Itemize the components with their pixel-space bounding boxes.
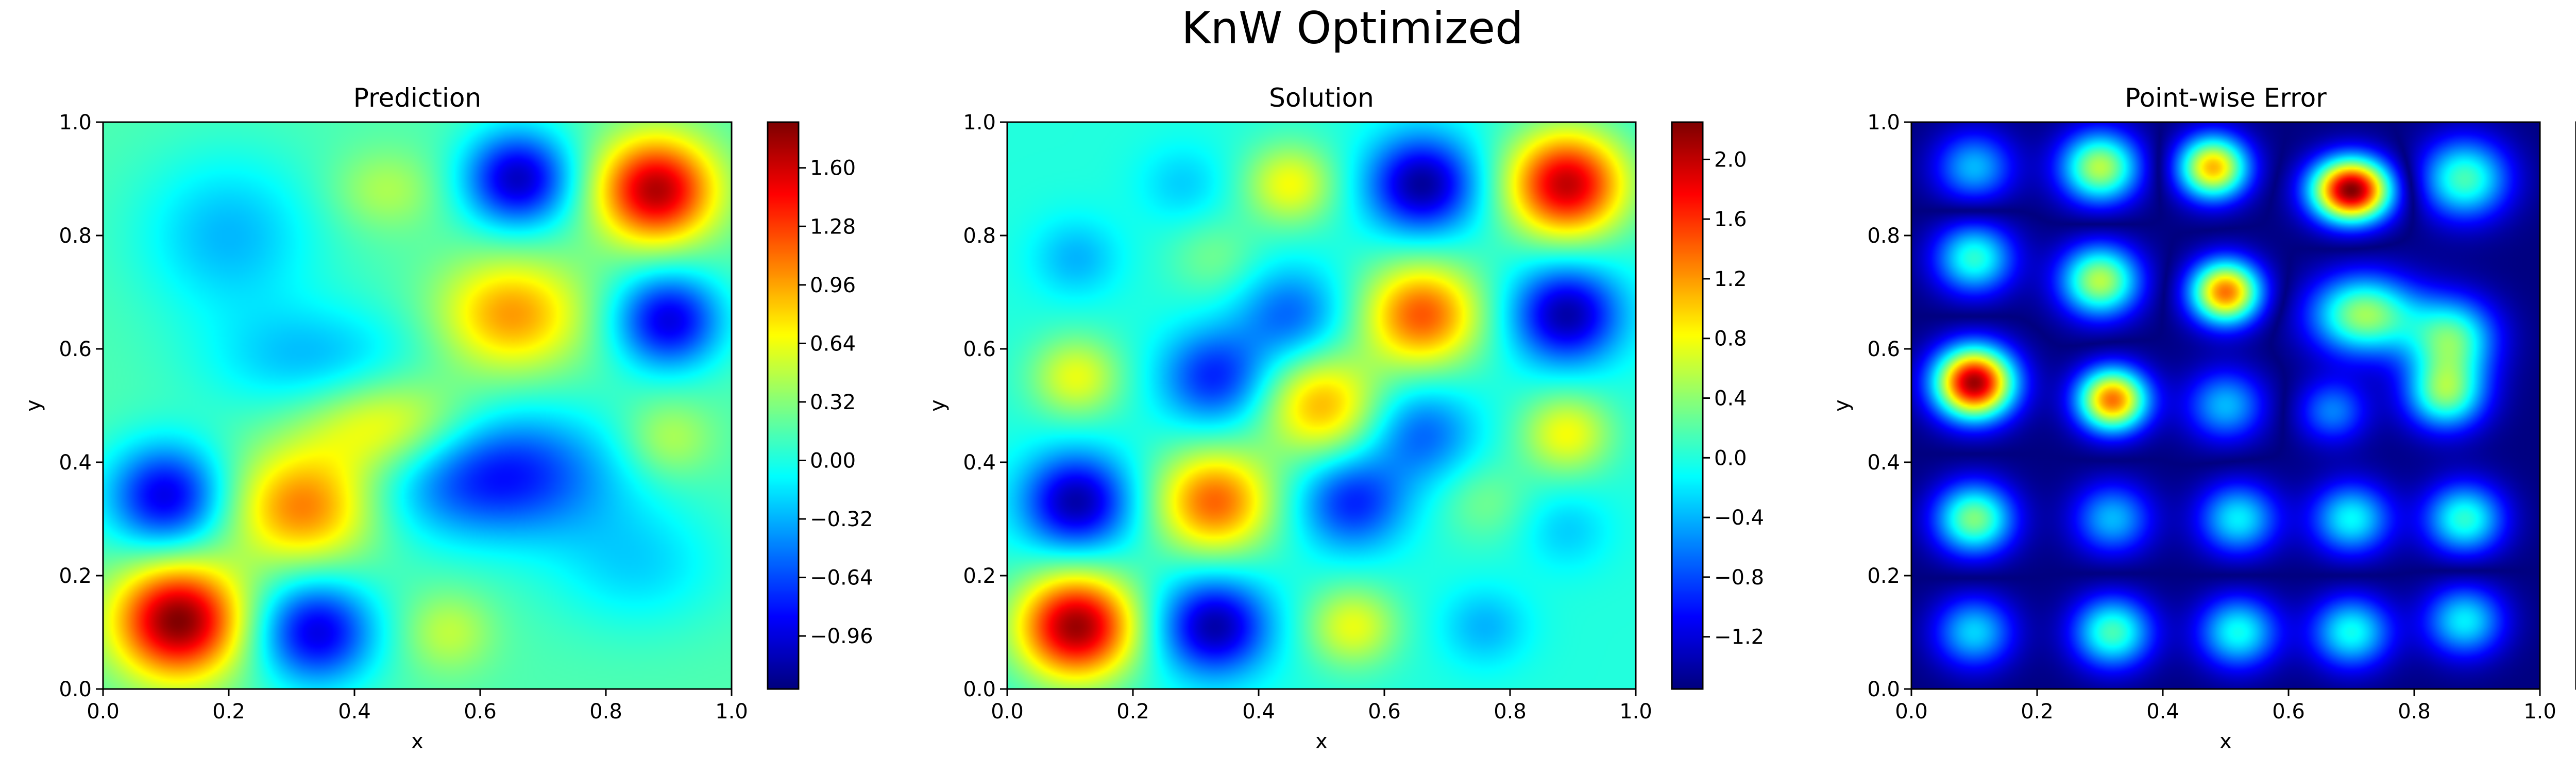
- y-axis-label: y: [926, 399, 950, 412]
- colorbar-gradient: [1672, 122, 1703, 689]
- x-tick-label: 0.8: [589, 700, 622, 724]
- colorbar-tick-label: −1.2: [1714, 626, 1764, 649]
- colorbar-tick-label: −0.64: [810, 566, 873, 590]
- y-tick-label: 0.0: [1867, 678, 1900, 701]
- y-tick-label: 0.8: [963, 224, 996, 248]
- x-tick-label: 0.4: [2146, 700, 2179, 724]
- plot-frame: [1910, 121, 2541, 690]
- x-tick-label: 0.6: [1368, 700, 1401, 724]
- colorbar-tick-label: 0.4: [1714, 387, 1747, 411]
- y-axis-label: y: [22, 399, 45, 412]
- x-tick-label: 0.0: [1895, 700, 1928, 724]
- y-tick-label: 0.4: [59, 451, 92, 475]
- colorbar-tick-label: 1.2: [1714, 267, 1747, 291]
- plot-frame: [102, 121, 733, 690]
- colorbar-frame: [1671, 121, 1704, 690]
- y-tick-label: 0.4: [1867, 451, 1900, 475]
- y-tick-label: 1.0: [1867, 111, 1900, 135]
- x-axis-label: x: [2219, 730, 2232, 753]
- x-tick-label: 0.8: [1494, 700, 1527, 724]
- x-tick-label: 0.2: [2021, 700, 2054, 724]
- y-tick-label: 0.2: [1867, 564, 1900, 588]
- panel-title: Prediction: [353, 83, 481, 113]
- x-tick-label: 1.0: [2523, 700, 2556, 724]
- colorbar-tick-label: 0.32: [810, 391, 856, 414]
- x-axis-label: x: [1315, 730, 1328, 753]
- pointwise-error-panel: Point-wise Error x y 0.0 0.2 0.4 0.6 0.8 1.0 0…: [1830, 83, 2576, 753]
- y-tick-label: 0.4: [963, 451, 996, 475]
- x-tick-label: 0.8: [2398, 700, 2431, 724]
- x-tick-label: 0.0: [991, 700, 1024, 724]
- x-axis-label: x: [411, 730, 423, 753]
- x-tick-label: 0.6: [2272, 700, 2305, 724]
- heatmap-image: [1007, 122, 1636, 689]
- panel-title: Point-wise Error: [2125, 83, 2327, 113]
- colorbar-tick-label: 0.8: [1714, 327, 1747, 351]
- colorbar-tick-label: 0.64: [810, 332, 856, 356]
- x-tick-label: 1.0: [1619, 700, 1652, 724]
- colorbar-tick-label: −0.32: [810, 508, 873, 531]
- colorbar-tick-label: −0.96: [810, 625, 873, 648]
- colorbar-tick-label: 2.0: [1714, 148, 1747, 172]
- x-tick-label: 1.0: [715, 700, 748, 724]
- colorbar-gradient: [768, 122, 799, 689]
- x-tick-label: 0.6: [464, 700, 497, 724]
- y-tick-label: 0.6: [59, 338, 92, 361]
- colorbar-tick-label: −0.8: [1714, 566, 1764, 590]
- colorbar-tick-label: −0.4: [1714, 506, 1764, 530]
- y-tick-label: 1.0: [59, 111, 92, 135]
- y-tick-label: 0.2: [963, 564, 996, 588]
- colorbar-tick-label: 0.00: [810, 449, 856, 473]
- solution-panel: Solution x y 0.0 0.2 0.4 0.6 0.8 1.0 0.0 0.2 0.4…: [926, 83, 1764, 753]
- prediction-panel: Prediction x y 0.0 0.2 0.4 0.6 0.8 1.0 0.0 0.2 0…: [22, 83, 873, 753]
- x-tick-label: 0.4: [338, 700, 371, 724]
- colorbar-tick-label: 1.28: [810, 215, 856, 239]
- x-tick-label: 0.0: [87, 700, 120, 724]
- y-tick-label: 0.8: [59, 224, 92, 248]
- colorbar-tick-label: 0.0: [1714, 446, 1747, 470]
- figure-title: KnW Optimized: [1181, 3, 1523, 54]
- y-tick-label: 0.0: [963, 678, 996, 701]
- y-tick-label: 0.0: [59, 678, 92, 701]
- colorbar-tick-label: 1.6: [1714, 208, 1747, 231]
- x-tick-label: 0.2: [1116, 700, 1149, 724]
- plot-frame: [1006, 121, 1637, 690]
- heatmap-image: [1911, 122, 2540, 689]
- colorbar-frame: [767, 121, 800, 690]
- y-tick-label: 0.2: [59, 564, 92, 588]
- y-tick-label: 1.0: [963, 111, 996, 135]
- y-tick-label: 0.6: [963, 338, 996, 361]
- colorbar-tick-label: 0.96: [810, 274, 856, 297]
- y-tick-label: 0.6: [1867, 338, 1900, 361]
- x-tick-label: 0.2: [212, 700, 245, 724]
- panel-title: Solution: [1269, 83, 1374, 113]
- heatmap-image: [103, 122, 732, 689]
- colorbar-tick-label: 1.60: [810, 157, 856, 180]
- y-axis-label: y: [1830, 399, 1854, 412]
- y-tick-label: 0.8: [1867, 224, 1900, 248]
- x-tick-label: 0.4: [1242, 700, 1275, 724]
